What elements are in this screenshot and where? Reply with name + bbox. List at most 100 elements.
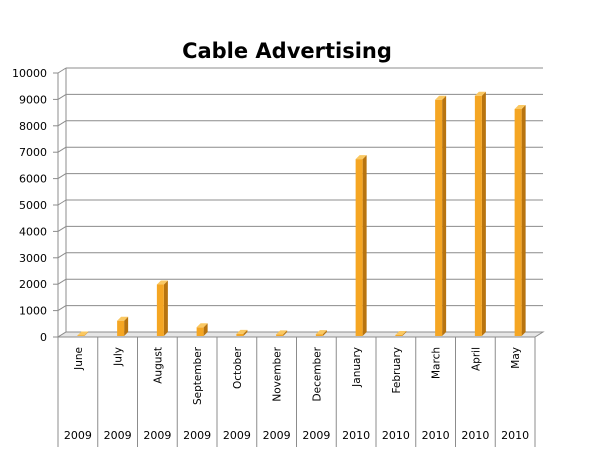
x-tick-label-month: April bbox=[470, 347, 482, 371]
bar-top bbox=[77, 331, 89, 336]
bar-top bbox=[514, 104, 526, 109]
gridline-edge bbox=[57, 199, 67, 206]
bar-side bbox=[481, 91, 486, 336]
x-tick-label-year: 2010 bbox=[501, 429, 529, 442]
bar-front bbox=[236, 333, 244, 336]
x-tick-label-month: February bbox=[391, 347, 403, 394]
bar-top bbox=[236, 329, 248, 334]
bar bbox=[156, 280, 168, 336]
y-tick-label: 2000 bbox=[19, 278, 47, 291]
bar-front bbox=[395, 334, 403, 336]
y-tick-label: 5000 bbox=[19, 199, 47, 212]
x-tick-label-year: 2010 bbox=[461, 429, 489, 442]
x-tick-label-month: November bbox=[272, 346, 284, 401]
y-tick-label: 6000 bbox=[19, 173, 47, 186]
bar-side bbox=[124, 316, 129, 336]
bar bbox=[514, 104, 526, 337]
bar-top bbox=[315, 330, 327, 335]
x-tick-label-year: 2010 bbox=[422, 429, 450, 442]
y-tick-label: 8000 bbox=[19, 120, 47, 133]
x-tick-label-year: 2010 bbox=[342, 429, 370, 442]
bar-side bbox=[243, 329, 248, 336]
bar-top bbox=[395, 330, 407, 335]
x-tick-label-month: October bbox=[232, 346, 244, 389]
x-tick-label-year: 2009 bbox=[143, 429, 171, 442]
y-tick-label: 4000 bbox=[19, 225, 47, 238]
bar bbox=[117, 316, 129, 336]
bar-top bbox=[196, 323, 208, 328]
gridline-edge bbox=[57, 252, 67, 259]
bar-side bbox=[163, 280, 168, 336]
x-tick-label-month: January bbox=[351, 347, 363, 388]
bars bbox=[77, 91, 526, 337]
bar bbox=[435, 95, 447, 336]
gridlines bbox=[57, 67, 543, 338]
bar-top bbox=[435, 95, 447, 100]
chart-title: Cable Advertising bbox=[182, 39, 392, 63]
y-axis-tick-labels: 0 1000 2000 3000 4000 5000 6000 7000 8000 9000 100… bbox=[12, 67, 47, 344]
bar bbox=[196, 323, 208, 336]
bar-side bbox=[442, 95, 447, 336]
x-tick-label-year: 2010 bbox=[382, 429, 410, 442]
bar-side bbox=[84, 331, 89, 336]
bar-front bbox=[196, 327, 204, 336]
x-tick-label-month: March bbox=[431, 347, 443, 379]
bar bbox=[77, 331, 89, 336]
bar-front bbox=[156, 284, 164, 336]
bar-side bbox=[283, 330, 288, 336]
gridline-edge bbox=[57, 67, 67, 74]
bar bbox=[276, 330, 288, 336]
bar bbox=[355, 155, 367, 336]
bar-front bbox=[355, 159, 363, 336]
gridline-edge bbox=[57, 173, 67, 180]
x-tick-label-month: July bbox=[113, 347, 125, 367]
bar-front bbox=[315, 334, 323, 336]
bar-side bbox=[203, 323, 208, 336]
y-tick-label: 1000 bbox=[19, 305, 47, 318]
bar-top bbox=[117, 316, 129, 321]
gridline-edge bbox=[57, 225, 67, 232]
x-tick-label-month: June bbox=[73, 347, 85, 371]
y-tick-label: 3000 bbox=[19, 252, 47, 265]
y-tick-label: 10000 bbox=[12, 67, 47, 80]
bar-front bbox=[474, 95, 482, 336]
x-tick-label-year: 2009 bbox=[263, 429, 291, 442]
x-tick-label-year: 2009 bbox=[183, 429, 211, 442]
bar-side bbox=[362, 155, 367, 336]
axes bbox=[53, 68, 545, 338]
bar-top bbox=[355, 155, 367, 160]
bar bbox=[236, 329, 248, 336]
x-tick-label-month: December bbox=[311, 346, 323, 401]
gridline-edge bbox=[57, 278, 67, 285]
x-tick-label-month: May bbox=[510, 347, 522, 369]
gridline-edge bbox=[57, 146, 67, 153]
y-tick-label: 0 bbox=[40, 331, 47, 344]
x-tick-label-year: 2009 bbox=[64, 429, 92, 442]
bar-side bbox=[402, 330, 407, 336]
bar bbox=[395, 330, 407, 336]
chart-floor bbox=[56, 331, 545, 338]
bar bbox=[315, 330, 327, 336]
x-tick-label-month: September bbox=[192, 346, 204, 405]
bar-front bbox=[77, 335, 85, 336]
bar-side bbox=[521, 104, 526, 337]
x-axis-category-table: June 2009 July 2009 August 2009 September 2009 O… bbox=[57, 337, 536, 447]
bar-top bbox=[156, 280, 168, 285]
y-tick-label: 7000 bbox=[19, 146, 47, 159]
x-tick-label-year: 2009 bbox=[302, 429, 330, 442]
gridline-edge bbox=[57, 93, 67, 100]
gridline-edge bbox=[57, 305, 67, 312]
bar-top bbox=[474, 91, 486, 96]
bar-front bbox=[276, 334, 284, 336]
bar-top bbox=[276, 330, 288, 335]
bar-side bbox=[322, 330, 327, 336]
bar-front bbox=[117, 320, 125, 336]
gridline-edge bbox=[57, 120, 67, 127]
bar-front bbox=[514, 108, 522, 337]
x-tick-label-month: August bbox=[152, 347, 164, 384]
bar-front bbox=[435, 99, 443, 336]
x-tick-label-year: 2009 bbox=[104, 429, 132, 442]
bar bbox=[474, 91, 486, 336]
x-tick-label-year: 2009 bbox=[223, 429, 251, 442]
